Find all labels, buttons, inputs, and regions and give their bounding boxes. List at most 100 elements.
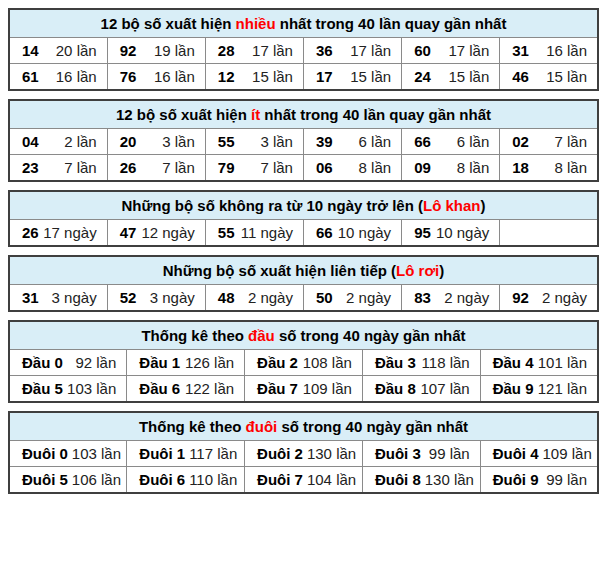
stat-number: Đầu 8: [375, 380, 416, 397]
stat-count: 106 lần: [72, 471, 121, 488]
cell-content: 922 ngày: [512, 289, 587, 306]
table-row: 1420 lần9219 lần2817 lần3617 lần6017 lần…: [9, 38, 598, 64]
cell-content: 5511 ngày: [218, 224, 293, 241]
title-text: ): [481, 197, 486, 214]
stat-cell: 31 16 lần: [500, 38, 598, 64]
stat-count: 19 lần: [154, 42, 195, 59]
cell-content: 36 17 lần: [316, 42, 391, 59]
title-text: nhất trong 40 lần quay gần nhất: [260, 106, 491, 123]
title-text: 12 bộ số xuất hiện: [101, 15, 236, 32]
stat-count: 109 lần: [303, 380, 352, 397]
stat-number: Đầu 5: [22, 380, 63, 397]
stat-number: 28: [218, 42, 235, 59]
stat-cell: 2817 lần: [205, 38, 303, 64]
stat-count: 2 ngày: [542, 289, 587, 306]
title-text: Những bộ số xuất hiện liên tiếp (: [163, 262, 396, 279]
stat-count: 7 lần: [554, 133, 587, 150]
table-title: Những bộ số không ra từ 10 ngày trở lên …: [9, 191, 598, 220]
stat-number: 36: [316, 42, 333, 59]
stat-count: 7 lần: [64, 159, 97, 176]
cell-content: 1215 lần: [218, 68, 293, 85]
stat-count: 103 lần: [72, 445, 121, 462]
cell-content: 1420 lần: [22, 42, 97, 59]
stat-count: 104 lần: [307, 471, 356, 488]
stat-number: Đuôi 0: [22, 445, 68, 462]
cell-content: Đuôi 1117 lần: [139, 445, 234, 462]
stat-cell: 6610 ngày: [303, 220, 401, 247]
stat-cell: 797 lần: [205, 155, 303, 182]
cell-content: 482 ngày: [218, 289, 293, 306]
stat-number: 31: [512, 42, 529, 59]
stat-number: 95: [414, 224, 431, 241]
stat-count: 2 ngày: [346, 289, 391, 306]
stat-count: 17 lần: [448, 42, 489, 59]
stat-cell: Đuôi 5106 lần: [9, 467, 127, 494]
stat-cell: 068 lần: [303, 155, 401, 182]
stat-count: 103 lần: [67, 380, 116, 397]
cell-content: Đuôi 999 lần: [493, 471, 587, 488]
title-text: Thống kê theo: [139, 418, 246, 435]
table-row: Đầu 5103 lầnĐầu 6122 lầnĐầu 7109 lầnĐầu …: [9, 376, 598, 403]
cell-content: 9219 lần: [120, 42, 195, 59]
stat-cell: 237 lần: [9, 155, 107, 182]
stat-cell: 6017 lần: [402, 38, 500, 64]
cell-content: Đuôi 2130 lần: [257, 445, 352, 462]
stat-cell: 2415 lần: [402, 64, 500, 91]
table-header-row: 12 bộ số xuất hiện nhiều nhất trong 40 l…: [9, 9, 598, 38]
stat-count: 16 lần: [546, 42, 587, 59]
cell-content: 02 7 lần: [512, 133, 587, 150]
stat-number: Đuôi 1: [139, 445, 185, 462]
stat-number: Đầu 3: [375, 354, 416, 371]
cell-content: 188 lần: [512, 159, 587, 176]
stat-cell: 042 lần: [9, 129, 107, 155]
stat-cell: Đầu 8107 lần: [362, 376, 480, 403]
stat-cell: Đầu 4101 lần: [480, 350, 598, 376]
cell-content: 502 ngày: [316, 289, 391, 306]
stat-number: Đầu 2: [257, 354, 298, 371]
stat-cell: 922 ngày: [500, 285, 598, 312]
stat-cell: 098 lần: [402, 155, 500, 182]
stat-count: 99 lần: [429, 445, 470, 462]
stat-cell: 6116 lần: [9, 64, 107, 91]
stat-number: 14: [22, 42, 39, 59]
stat-count: 17 lần: [350, 42, 391, 59]
cell-content: 797 lần: [218, 159, 293, 176]
cell-content: 6116 lần: [22, 68, 97, 85]
cell-content: 396 lần: [316, 133, 391, 150]
stat-cell: 523 ngày: [107, 285, 205, 312]
stat-cell: Đuôi 0103 lần: [9, 441, 127, 467]
stat-cell: 482 ngày: [205, 285, 303, 312]
stat-number: 26: [120, 159, 137, 176]
stat-count: 7 lần: [162, 159, 195, 176]
cell-content: 2817 lần: [218, 42, 293, 59]
stat-cell: Đầu 1126 lần: [127, 350, 245, 376]
stat-count: 12 ngày: [141, 224, 194, 241]
stat-cell: 396 lần: [303, 129, 401, 155]
cell-content: 2617 ngày: [22, 224, 97, 241]
stat-number: 61: [22, 68, 39, 85]
table-title: 12 bộ số xuất hiện nhiều nhất trong 40 l…: [9, 9, 598, 38]
stat-count: 2 lần: [64, 133, 97, 150]
stat-count: 16 lần: [154, 68, 195, 85]
stat-cell: 5511 ngày: [205, 220, 303, 247]
stat-count: 118 lần: [422, 354, 470, 371]
table-row: Đầu 092 lầnĐầu 1126 lầnĐầu 2108 lầnĐầu 3…: [9, 350, 598, 376]
stat-count: 107 lần: [420, 380, 469, 397]
stat-cell: Đuôi 2130 lần: [245, 441, 363, 467]
stat-count: 99 lần: [546, 471, 587, 488]
cell-content: Đuôi 399 lần: [375, 445, 470, 462]
cell-content: Đuôi 6110 lần: [139, 471, 234, 488]
title-text: 12 bộ số xuất hiện: [116, 106, 251, 123]
stat-cell: 7616 lần: [107, 64, 205, 91]
stat-count: 3 ngày: [150, 289, 195, 306]
stat-number: Đầu 0: [22, 354, 63, 371]
stat-number: 66: [316, 224, 333, 241]
table-title: Thống kê theo đuôi số trong 40 ngày gần …: [9, 412, 598, 441]
table-row: 2617 ngày4712 ngày5511 ngày6610 ngày9510…: [9, 220, 598, 247]
stat-cell: 9219 lần: [107, 38, 205, 64]
stat-number: 02: [512, 133, 529, 150]
stat-count: 109 lần: [543, 445, 592, 462]
stat-cell: 9510 ngày: [402, 220, 500, 247]
title-highlight: Lô rơi: [396, 262, 439, 279]
stat-number: 83: [414, 289, 431, 306]
